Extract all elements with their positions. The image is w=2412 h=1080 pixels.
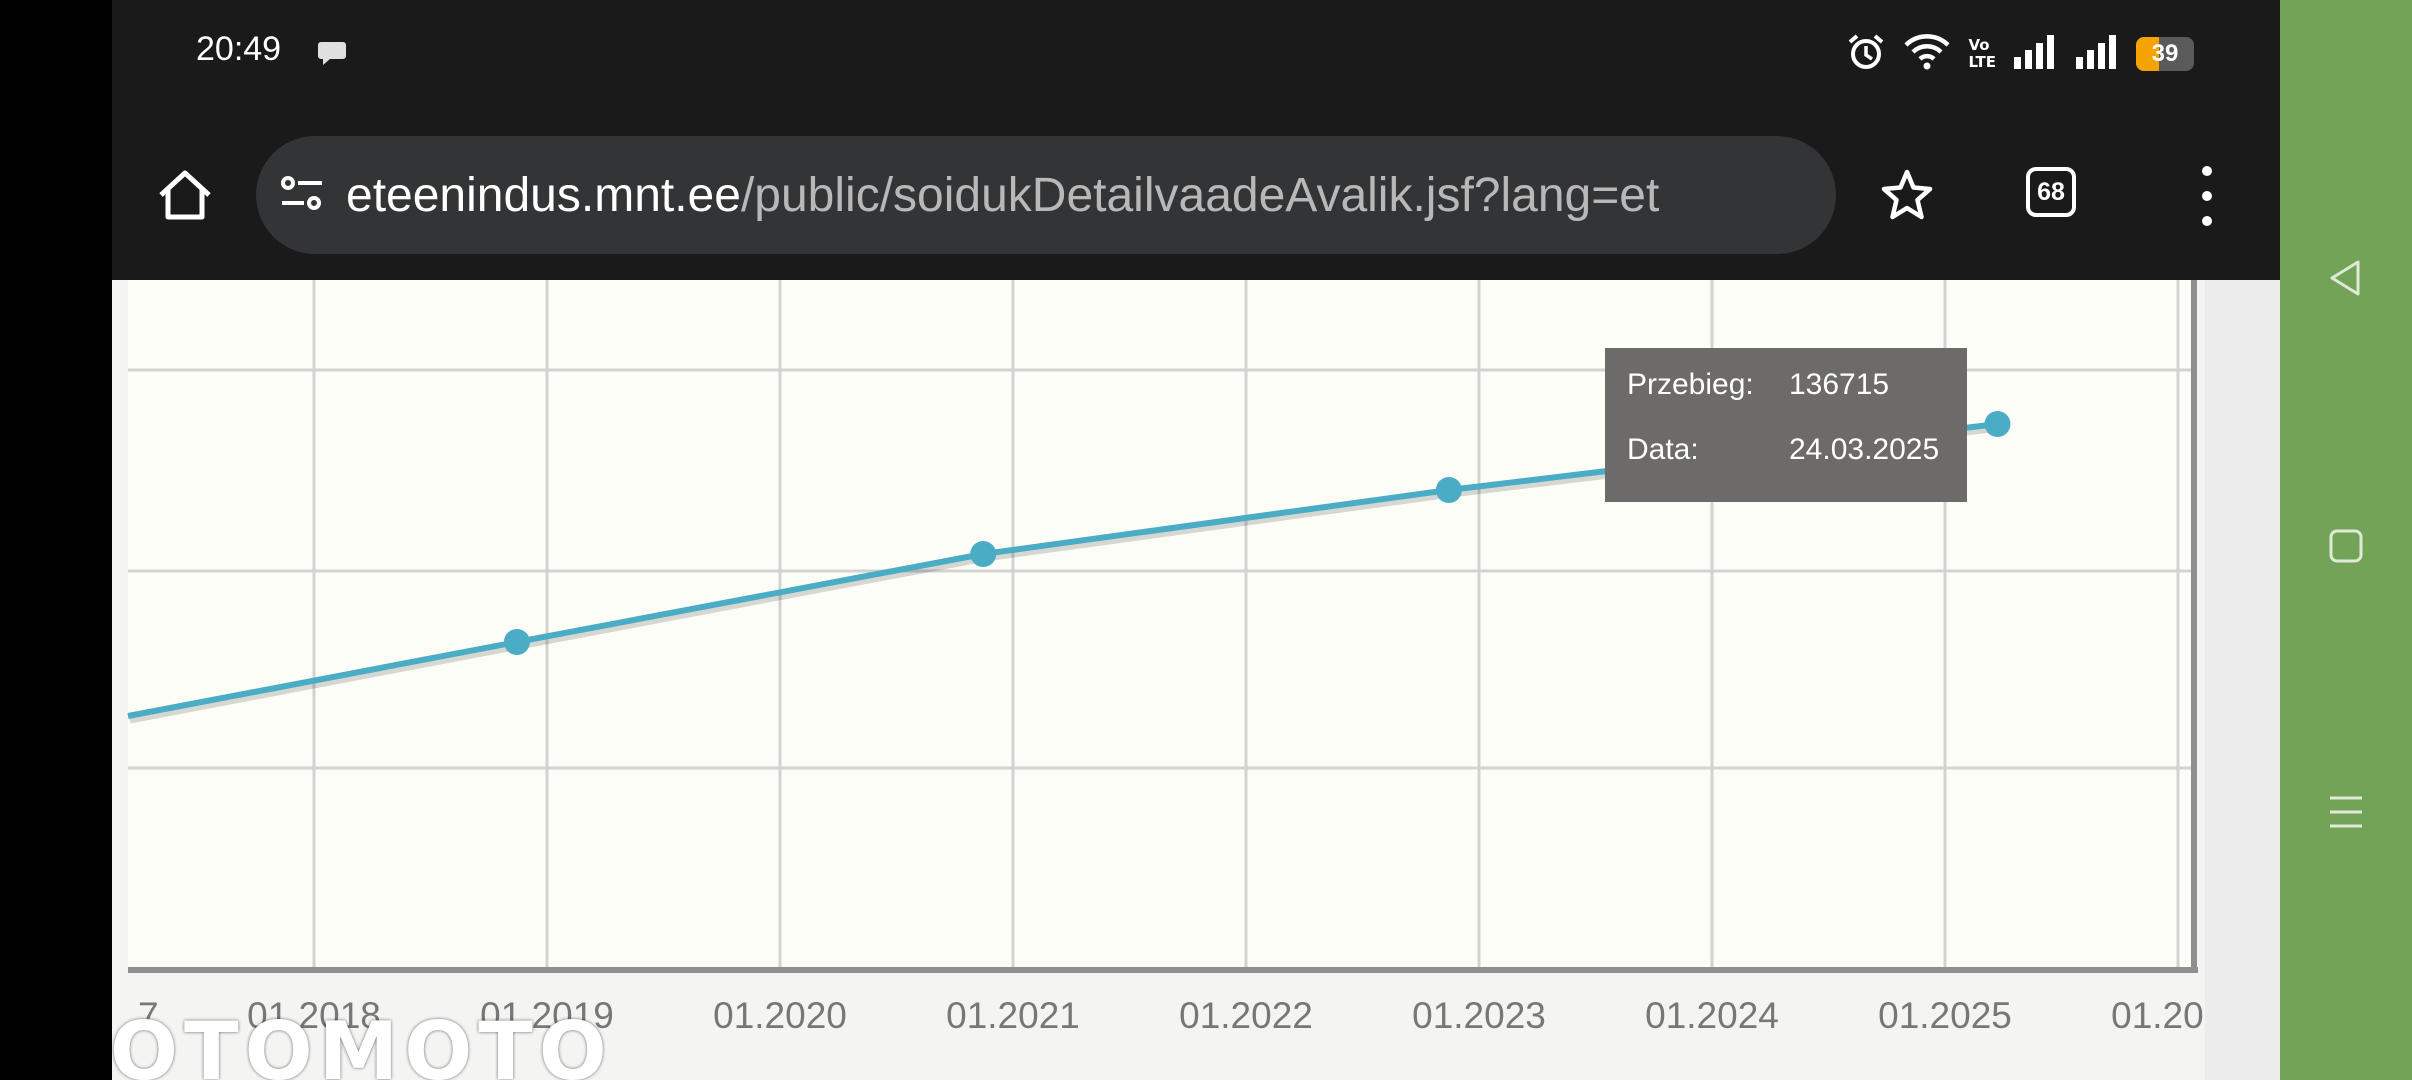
data-point[interactable] [970, 541, 997, 567]
star-icon[interactable] [1874, 162, 1940, 228]
chart-grid [128, 280, 2198, 973]
status-icons: Vo LTE 39 [1846, 32, 2194, 76]
alarm-icon [1846, 32, 1886, 76]
signal-icon [2074, 33, 2120, 75]
x-tick-label: 01.2023 [1412, 995, 1546, 1036]
chart-points [503, 411, 2011, 655]
phone-screen: 20:49 Vo LTE 39 [112, 0, 2280, 1080]
data-point[interactable] [503, 629, 530, 655]
home-icon[interactable] [150, 160, 220, 230]
left-black-bar [0, 0, 112, 1080]
battery-level: 39 [2151, 40, 2179, 67]
browser-toolbar: eteenindus.mnt.ee/public/soidukDetailvaa… [112, 110, 2280, 280]
tooltip-value-mileage: 136715 [1789, 368, 1890, 401]
battery-icon: 39 [2136, 37, 2194, 71]
tooltip-row-date: Data: 24.03.2025 [1627, 433, 1939, 467]
chat-bubble-icon [317, 39, 347, 71]
volte-icon: Vo LTE [1968, 37, 1996, 71]
tab-switcher-icon[interactable]: 68 [2026, 167, 2076, 217]
volte-top-label: Vo [1968, 36, 1990, 54]
x-tick-label: 01.2018 [247, 995, 381, 1036]
signal-icon [2012, 33, 2058, 75]
url-host: eteenindus.mnt.ee [346, 168, 741, 222]
data-point[interactable] [1435, 477, 1462, 503]
tooltip-label-mileage: Przebieg: [1627, 368, 1754, 401]
more-vert-icon[interactable] [2192, 166, 2222, 226]
data-point[interactable] [1984, 411, 2011, 437]
otomoto-watermark: OTOMOTO [112, 1005, 613, 1080]
home-square-icon[interactable] [2316, 516, 2376, 576]
status-time: 20:49 [196, 30, 282, 68]
site-settings-icon[interactable] [278, 173, 326, 217]
x-tick-label: 01.2025 [1878, 995, 2012, 1036]
battery-fill [2136, 37, 2159, 71]
volte-bottom-label: LTE [1968, 53, 1996, 71]
tooltip-label-date: Data: [1627, 433, 1699, 466]
url-path: /public/soidukDetailvaadeAvalik.jsf?lang… [740, 168, 1660, 222]
chart-page: 7 01.2018 01.2019 01.2020 01.2021 01.2022 01.2… [112, 280, 2280, 1080]
x-tick-label: 7 [138, 995, 159, 1036]
chart-tooltip: Przebieg: 136715 Data: 24.03.2025 [1605, 348, 1967, 502]
x-tick-label: 01.2019 [480, 995, 614, 1036]
tooltip-value-date: 24.03.2025 [1789, 433, 1940, 466]
x-tick-label: 01.2021 [946, 995, 1080, 1036]
right-margin [2205, 280, 2280, 1080]
x-axis-tick-labels: 7 01.2018 01.2019 01.2020 01.2021 01.2022 01.2… [138, 995, 2245, 1036]
wifi-icon [1902, 32, 1952, 76]
x-tick-label: 01.2024 [1645, 995, 1779, 1036]
recents-icon[interactable] [2316, 782, 2376, 842]
x-tick-label: 01.2022 [1179, 995, 1313, 1036]
x-tick-label: 01.2020 [713, 995, 847, 1036]
back-icon[interactable] [2316, 248, 2376, 308]
tooltip-row-mileage: Przebieg: 136715 [1627, 368, 1889, 402]
url-text[interactable]: eteenindus.mnt.ee/public/soidukDetailvaa… [346, 168, 1659, 223]
status-bar: 20:49 Vo LTE 39 [112, 0, 2280, 110]
navigation-bar [2280, 0, 2412, 1080]
url-bar[interactable]: eteenindus.mnt.ee/public/soidukDetailvaa… [256, 136, 1836, 254]
